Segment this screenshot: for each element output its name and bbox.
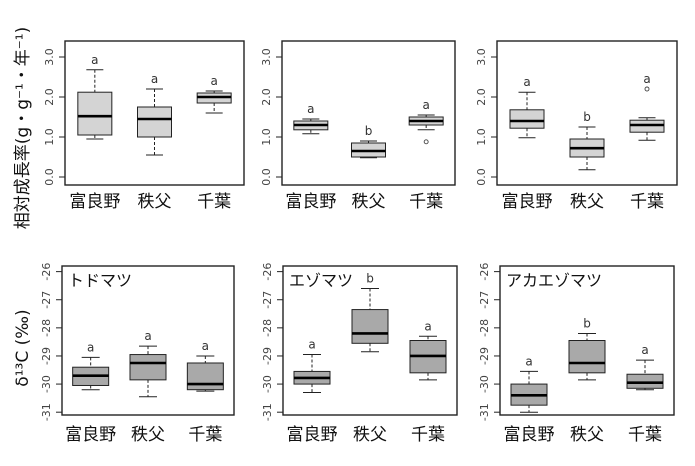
panel-6: -31 -30 -29 -28 -27 -26 アカエゾマツ a 富良野 b 秩父 a 千葉 [478,263,675,445]
y-tick-label: 2.0 [475,88,488,106]
y-tick-label: -31 [261,403,274,421]
significance-label: a [210,74,217,88]
significance-label: a [151,72,158,86]
y-tick-label: -28 [478,319,491,337]
y-tick-label: 0.0 [43,168,56,186]
x-category-label: 富良野 [69,192,120,212]
x-category-label: 千葉 [411,425,445,445]
significance-label: a [523,75,530,89]
y-tick-label: -30 [261,375,274,393]
box [137,106,172,138]
panel-5: -31 -30 -29 -28 -27 -26 エゾマツ a 富良野 b 秩父 a 千葉 [261,263,458,445]
y-tick-label: -29 [261,347,274,365]
y-tick-label: 2.0 [43,88,56,106]
box [77,91,113,136]
x-category-label: 千葉 [630,192,664,212]
x-category-label: 千葉 [188,425,222,445]
x-category-label: 秩父 [570,192,604,212]
y-tick-label: -27 [478,291,491,309]
outlier-point [644,86,650,92]
box [626,373,664,389]
y-tick-label: -26 [478,263,491,281]
significance-label: a [202,339,209,353]
y-tick-label: 3.0 [260,48,273,66]
y-tick-label: -27 [40,291,53,309]
y-tick-label: -30 [478,375,491,393]
plot-frame [282,265,458,416]
y-tick-label: -28 [40,319,53,337]
significance-label: a [643,72,650,86]
x-category-label: 富良野 [285,192,336,212]
outlier-point [423,139,429,145]
plot-frame [61,265,235,416]
box [351,309,389,344]
plot-frame [281,40,456,186]
y-tick-label: 1.0 [260,128,273,146]
x-category-label: 秩父 [352,192,386,212]
box [509,109,545,129]
y-tick-label: 0.0 [260,168,273,186]
box [186,362,224,391]
plot-frame [64,40,245,186]
y-tick-label: 1.0 [43,128,56,146]
significance-label: a [424,319,431,333]
y-tick-label: 3.0 [475,48,488,66]
significance-label: a [308,338,315,352]
y-tick-label: -30 [40,375,53,393]
x-category-label: 富良野 [504,425,555,445]
panel-title: トドマツ [68,271,132,290]
y-tick-label: -26 [40,263,53,281]
x-category-label: 秩父 [138,192,172,212]
x-category-label: 千葉 [628,425,662,445]
significance-label: a [91,53,98,67]
y-tick-label: -31 [478,403,491,421]
x-category-label: 秩父 [570,425,604,445]
box [129,354,167,381]
panel-3: 0.0 1.0 2.0 3.0 a 富良野 b 秩父 a 千葉 [475,40,678,212]
x-category-label: 富良野 [287,425,338,445]
significance-label: a [87,340,94,354]
x-category-label: 千葉 [409,192,443,212]
row1-y-axis-label: 相対成長率(g・g⁻¹・年⁻¹) [13,27,33,229]
plot-frame [496,40,678,186]
significance-label: b [583,316,591,330]
panel-2: 0.0 1.0 2.0 3.0 a 富良野 b 秩父 a 千葉 [260,40,456,212]
panel-title: エゾマツ [289,271,353,290]
y-tick-label: 0.0 [475,168,488,186]
y-tick-label: 3.0 [43,48,56,66]
panel-title: アカエゾマツ [506,271,602,290]
y-tick-label: -29 [478,347,491,365]
x-category-label: 秩父 [131,425,165,445]
row2-y-axis-label: δ¹³C (‰) [13,309,33,386]
panel-1: 0.0 1.0 2.0 3.0 a 富良野 a 秩父 a 千葉 [43,40,245,212]
significance-label: a [144,329,151,343]
significance-label: b [366,271,374,285]
significance-label: a [641,343,648,357]
x-category-label: 富良野 [65,425,116,445]
y-tick-label: -26 [261,263,274,281]
significance-label: b [583,110,591,124]
x-category-label: 秩父 [353,425,387,445]
y-tick-label: -28 [261,319,274,337]
y-tick-label: -31 [40,403,53,421]
panel-4: -31 -30 -29 -28 -27 -26 トドマツ a 富良野 a 秩父 a 千葉 [40,263,235,445]
x-category-label: 千葉 [197,192,231,212]
y-tick-label: -27 [261,291,274,309]
plot-frame [499,265,675,416]
significance-label: b [365,124,373,138]
significance-label: a [525,354,532,368]
box [568,340,606,374]
significance-label: a [422,98,429,112]
y-tick-label: -29 [40,347,53,365]
y-tick-label: 2.0 [260,88,273,106]
significance-label: a [307,102,314,116]
y-tick-label: 1.0 [475,128,488,146]
x-category-label: 富良野 [502,192,553,212]
